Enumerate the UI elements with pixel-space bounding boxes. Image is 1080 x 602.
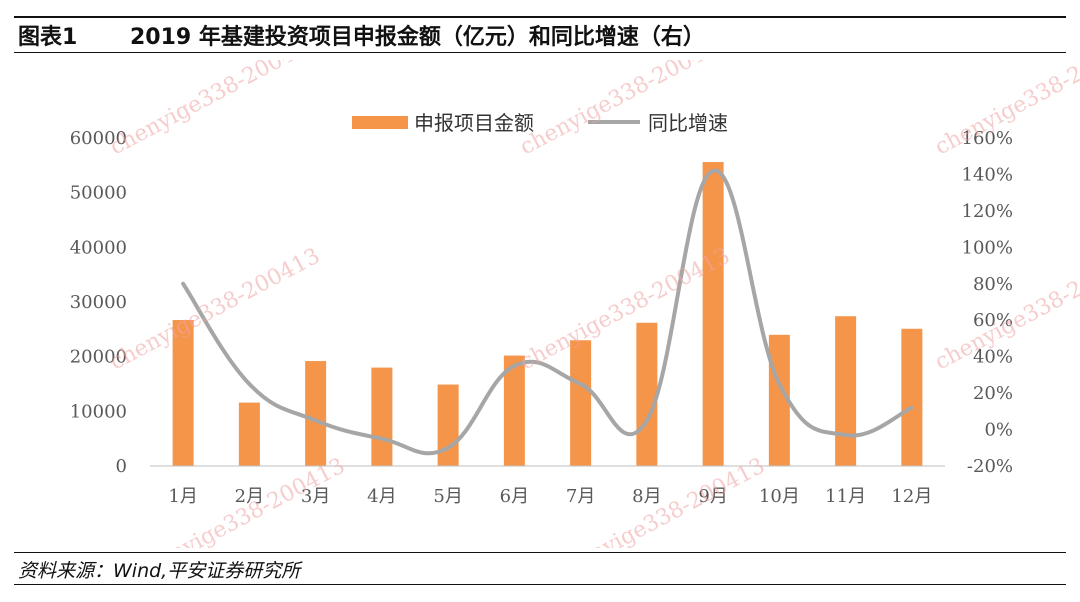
x-tick-label: 6月 [500,486,529,507]
x-tick-label: 5月 [433,486,462,507]
bar-4 [371,367,393,466]
bottom-rule [14,584,1066,585]
right-tick-label: -20% [967,456,1013,477]
left-tick-label: 40000 [70,237,127,258]
right-axis-ticks: -20% 0% 20% 40% 60% 80% 100% 120% 140% 160% [962,128,1013,477]
bar-12 [901,328,923,466]
source-note: 资料来源：Wind,平安证券研究所 [18,560,301,582]
left-tick-label: 60000 [70,128,127,149]
right-tick-label: 20% [973,383,1013,404]
watermark-layer: chenyige338-200413 chenyige338-200413 chen… [106,60,1080,548]
right-tick-label: 80% [973,274,1013,295]
x-tick-label: 9月 [698,486,727,507]
left-axis-ticks: 0 10000 20000 30000 40000 50000 60000 [70,128,127,477]
left-tick-label: 10000 [70,401,127,422]
legend: 申报项目金额 同比增速 [352,111,728,135]
x-tick-label: 12月 [891,486,932,507]
bar-2 [238,402,260,466]
left-tick-label: 20000 [70,347,127,368]
right-tick-label: 120% [962,201,1013,222]
x-tick-label: 2月 [235,486,264,507]
combo-chart: 0 10000 20000 30000 40000 50000 60000 -20% 0% 20… [70,60,1080,548]
x-tick-label: 1月 [168,486,197,507]
figure-title: 2019 年基建投资项目申报金额（亿元）和同比增速（右） [130,25,705,50]
bar-series [172,162,923,466]
left-tick-label: 50000 [70,183,127,204]
header-rule [14,52,1066,53]
right-tick-label: 160% [962,128,1013,149]
bar-7 [570,340,592,466]
right-tick-label: 40% [973,347,1013,368]
right-tick-label: 140% [962,164,1013,185]
right-tick-label: 60% [973,310,1013,331]
left-tick-label: 30000 [70,292,127,313]
bar-3 [305,361,327,466]
x-tick-label: 8月 [632,486,661,507]
legend-line-label: 同比增速 [648,111,728,135]
watermark-text: chenyige338-200413 [106,60,324,160]
bar-1 [172,320,194,466]
top-rule [14,16,1066,18]
growth-line [181,168,914,456]
x-tick-label: 7月 [566,486,595,507]
watermark-text: chenyige338-200413 [516,244,734,376]
right-tick-label: 100% [962,237,1013,258]
bar-6 [503,355,525,466]
right-tick-label: 0% [984,420,1013,441]
x-tick-label: 4月 [367,486,396,507]
bar-5 [437,384,459,466]
legend-bar-label: 申报项目金额 [414,111,534,135]
legend-bar-swatch [352,116,408,129]
left-tick-label: 0 [116,456,127,477]
x-axis-ticks: 1月 2月 3月 4月 5月 6月 7月 8月 9月 10月 11月 12月 [168,486,932,507]
figure-header: 图表1 2019 年基建投资项目申报金额（亿元）和同比增速（右） [18,18,1062,52]
x-tick-label: 11月 [825,486,866,507]
x-tick-label: 10月 [759,486,800,507]
figure-label: 图表1 [18,25,78,50]
watermark-text: chenyige338-200413 [106,244,324,376]
bar-8 [636,322,658,466]
x-tick-label: 3月 [301,486,330,507]
bar-11 [835,316,857,466]
source-rule [14,552,1066,553]
bar-9 [702,162,724,466]
